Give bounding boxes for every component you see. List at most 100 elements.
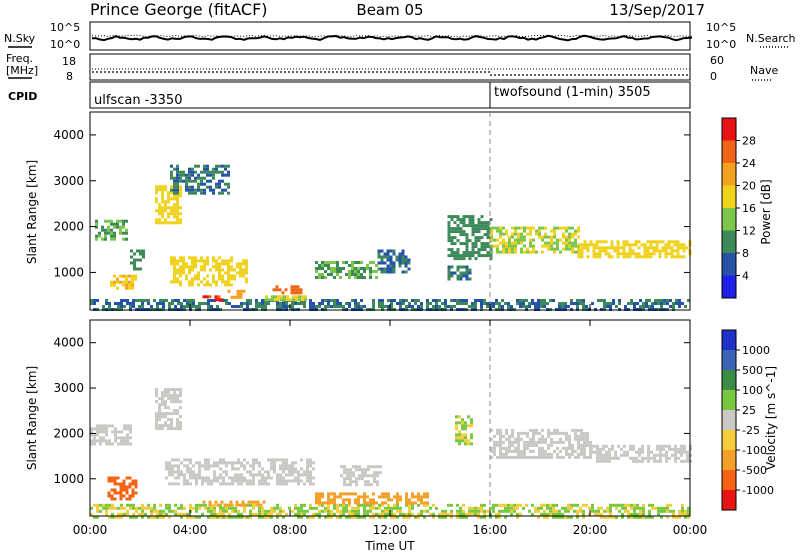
power-colorbar-tick-4: 20: [742, 180, 756, 193]
freq-label-1: Freq.: [6, 52, 33, 65]
velocity-xtick-0: 00:00: [73, 523, 108, 537]
power-ylabel: Slant Range [km]: [25, 160, 39, 264]
power-colorbar-segment-5: [722, 163, 736, 186]
power-colorbar-segment-0: [722, 275, 736, 298]
freq-tick-bottom: 8: [66, 70, 73, 83]
power-colorbar-segment-7: [722, 118, 736, 141]
power-colorbar-tick-5: 24: [742, 157, 756, 170]
power-panel: 1000 2000 3000 4000 Slant Range [km] 4 8 12 16…: [25, 111, 773, 311]
velocity-region-10: [590, 444, 692, 463]
velocity-xtick-6: 00:00: [673, 523, 708, 537]
noise-sky-label: N.Sky: [4, 32, 36, 45]
nave-tick-bottom: 0: [710, 70, 717, 83]
power-region-12: [377, 249, 411, 274]
velocity-region-6: [315, 492, 429, 505]
velocity-xlabel: Time UT: [364, 539, 415, 553]
power-colorbar-segment-4: [722, 185, 736, 208]
power-colorbar-tick-2: 12: [742, 225, 756, 238]
power-region-2: [110, 274, 137, 290]
beam-title: Beam 05: [356, 1, 423, 19]
velocity-xtick-4: 16:00: [473, 523, 508, 537]
power-region-15: [490, 226, 580, 254]
velocity-ylabel: Slant Range [km]: [25, 366, 39, 470]
power-region-8: [227, 289, 246, 299]
power-colorbar-segment-2: [722, 230, 736, 253]
velocity-xtick-1: 04:00: [173, 523, 208, 537]
nave-tick-top: 60: [710, 54, 724, 67]
power-colorbar-segment-6: [722, 140, 736, 163]
cpid-mode-2: twofsound (1-min) 3505: [494, 85, 651, 100]
cpid-mode-1: ulfscan -3350: [94, 93, 182, 108]
velocity-ytick-1: 2000: [53, 426, 84, 440]
velocity-colorbar-tick-5: -100: [742, 444, 767, 457]
noise-sky-trace: [92, 34, 693, 42]
power-colorbar-tick-0: 4: [742, 270, 749, 283]
velocity-region-5: [202, 500, 266, 507]
power-region-13: [447, 215, 493, 261]
velocity-colorbar-segment-6: [722, 370, 736, 390]
freq-tick-top: 18: [62, 55, 76, 68]
power-colorbar-segment-1: [722, 253, 736, 276]
velocity-colorbar-segment-5: [722, 390, 736, 410]
noise-left-tick-top: 10^5: [50, 21, 80, 34]
velocity-colorbar-segment-4: [722, 410, 736, 430]
velocity-colorbar-tick-2: 100: [742, 384, 763, 397]
noise-search-trace: [91, 34, 693, 38]
velocity-colorbar-segment-2: [722, 450, 736, 470]
power-colorbar-tick-3: 16: [742, 202, 756, 215]
date-title: 13/Sep/2017: [609, 1, 705, 19]
velocity-colorbar-tick-4: -25: [742, 424, 760, 437]
velocity-colorbar-segment-7: [722, 350, 736, 370]
frequency-panel: Freq. [MHz] 18 8 60 0 Nave: [6, 52, 778, 83]
power-ytick-3: 4000: [53, 128, 84, 142]
velocity-region-8: [455, 415, 473, 446]
station-title: Prince George (fitACF): [90, 0, 268, 19]
velocity-colorbar-tick-1: 500: [742, 364, 763, 377]
freq-label-2: [MHz]: [6, 64, 38, 77]
power-region-11: [315, 261, 378, 279]
velocity-colorbar-tick-6: -500: [742, 464, 767, 477]
power-colorbar-tick-1: 8: [742, 247, 749, 260]
noise-left-tick-bottom: 10^0: [50, 38, 80, 51]
velocity-ytick-3: 4000: [53, 336, 84, 350]
velocity-panel: 1000 2000 3000 4000 00:00 04:00 08:00 12:00 16:…: [25, 304, 778, 553]
noise-right-tick-top: 10^5: [706, 21, 736, 34]
power-region-16: [577, 240, 692, 259]
velocity-colorbar-segment-3: [722, 430, 736, 450]
power-region-14: [447, 265, 472, 281]
noise-search-label: N.Search: [746, 32, 796, 45]
velocity-xtick-3: 12:00: [373, 523, 408, 537]
velocity-region-7: [340, 465, 382, 487]
velocity-colorbar-segment-0: [722, 490, 736, 510]
cpid-label: CPID: [8, 90, 37, 103]
velocity-colorbar-tick-7: -1000: [742, 484, 774, 497]
velocity-region-9: [490, 428, 592, 459]
velocity-colorbar-segment-1: [722, 470, 736, 490]
power-ytick-1: 2000: [53, 220, 84, 234]
velocity-ytick-0: 1000: [53, 472, 84, 486]
power-region-10: [272, 285, 303, 295]
power-region-5: [170, 164, 230, 195]
noise-panel: N.Sky 10^5 10^0 10^5 10^0 N.Search: [4, 21, 796, 51]
velocity-region-2: [107, 476, 138, 501]
power-ytick-0: 1000: [53, 265, 84, 279]
power-region-9: [265, 295, 307, 302]
velocity-ytick-2: 3000: [53, 381, 84, 395]
power-colorbar-tick-6: 28: [742, 135, 756, 148]
velocity-colorbar-tick-0: 1000: [742, 344, 770, 357]
power-colorbar-segment-3: [722, 208, 736, 231]
noise-right-tick-bottom: 10^0: [706, 38, 736, 51]
velocity-region-3: [155, 388, 182, 431]
power-region-6: [170, 256, 248, 287]
velocity-region-4: [165, 458, 315, 486]
velocity-xtick-2: 08:00: [273, 523, 308, 537]
velocity-xtick-5: 20:00: [573, 523, 608, 537]
velocity-region-0: [90, 503, 690, 519]
velocity-colorbar-label: Velocity [m s^-1]: [764, 366, 778, 470]
velocity-colorbar-segment-8: [722, 330, 736, 350]
power-region-3: [130, 249, 145, 271]
cpid-panel: CPID ulfscan -3350 twofsound (1-min) 350…: [8, 81, 691, 109]
velocity-region-1: [90, 424, 132, 446]
power-region-1: [95, 219, 128, 241]
